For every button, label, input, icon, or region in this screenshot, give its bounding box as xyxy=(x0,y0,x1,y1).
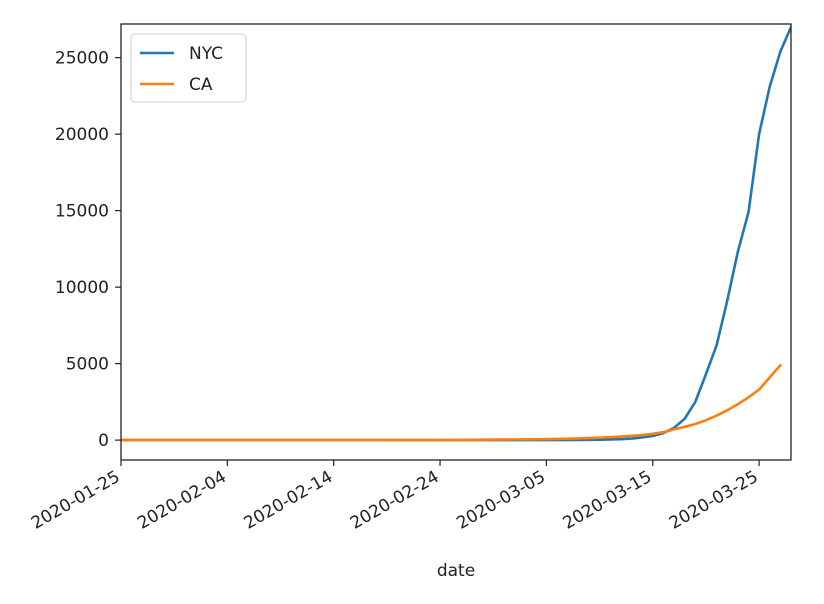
x-tick-label: 2020-03-05 xyxy=(453,467,549,534)
x-axis-label: date xyxy=(437,561,475,581)
legend: NYC CA xyxy=(130,33,247,103)
y-tick-label: 25000 xyxy=(55,49,109,69)
x-tick-label: 2020-02-04 xyxy=(134,467,230,534)
series-line-nyc xyxy=(121,25,791,442)
x-tick-label: 2020-01-25 xyxy=(28,467,124,534)
y-tick-label: 15000 xyxy=(55,202,109,222)
x-tick-label: 2020-02-14 xyxy=(241,467,337,534)
legend-label-nyc: NYC xyxy=(189,44,223,64)
y-tick-label: 5000 xyxy=(66,355,109,375)
y-axis: 0 5000 10000 15000 20000 25000 xyxy=(55,49,121,451)
y-tick-label: 0 xyxy=(98,431,109,451)
x-tick-label: 2020-03-15 xyxy=(560,467,656,534)
x-tick-label: 2020-02-24 xyxy=(347,467,443,534)
plot-frame xyxy=(120,23,792,461)
y-tick-label: 20000 xyxy=(55,125,109,145)
y-tick-label: 10000 xyxy=(55,278,109,298)
x-axis: 2020-01-25 2020-02-04 2020-02-14 2020-02-24… xyxy=(28,460,762,534)
legend-label-ca: CA xyxy=(189,75,213,95)
x-tick-label: 2020-03-25 xyxy=(666,467,762,534)
series-line-ca xyxy=(121,363,782,442)
series-lines xyxy=(121,25,791,442)
